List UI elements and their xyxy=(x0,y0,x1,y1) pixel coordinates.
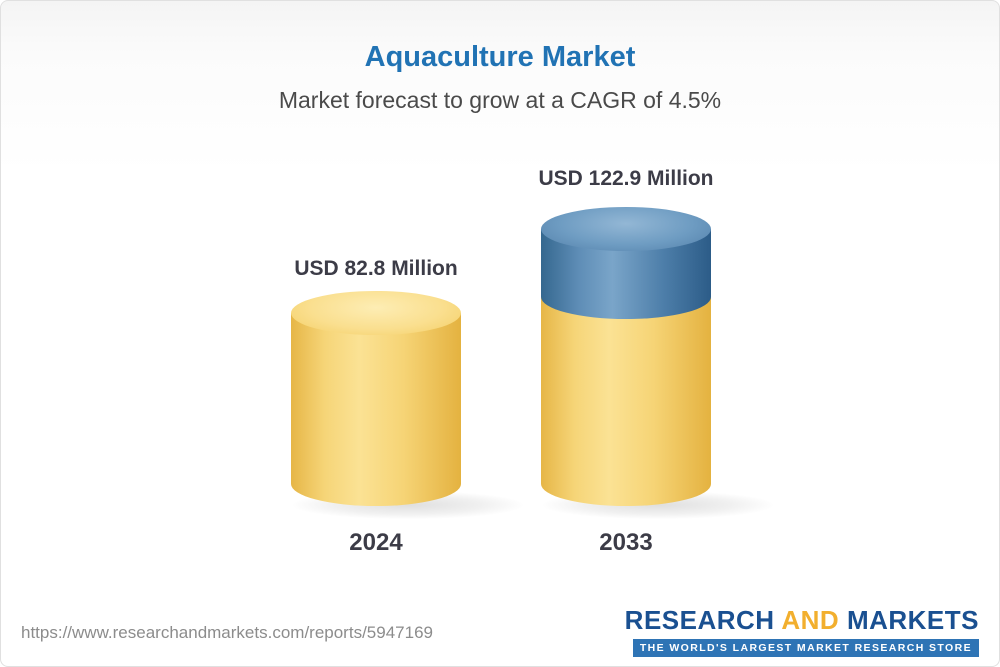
logo-word-markets: MARKETS xyxy=(846,605,979,635)
bar-2033-value-label: USD 122.9 Million xyxy=(538,167,714,190)
bar-2024-category-label: 2024 xyxy=(349,529,403,556)
report-url-link[interactable]: https://www.researchandmarkets.com/repor… xyxy=(21,623,433,642)
logo-tagline: THE WORLD'S LARGEST MARKET RESEARCH STOR… xyxy=(632,639,979,657)
bar-2033-base-segment xyxy=(541,297,711,506)
bar-2024-cylinder-body xyxy=(291,313,461,506)
chart-subtitle: Market forecast to grow at a CAGR of 4.5… xyxy=(278,87,722,113)
logo-word-and: AND xyxy=(781,605,840,635)
chart-title: Aquaculture Market xyxy=(364,41,636,73)
bar-2024-value-label: USD 82.8 Million xyxy=(294,257,458,280)
logo-word-research: RESEARCH xyxy=(624,605,775,635)
bar-2033-category-label: 2033 xyxy=(599,529,653,556)
bar-2033-cylinder-top xyxy=(541,207,711,251)
logo-wordmark: RESEARCH AND MARKETS xyxy=(625,605,979,636)
research-and-markets-logo: RESEARCH AND MARKETS THE WORLD'S LARGEST… xyxy=(625,605,979,657)
bar-2024-cylinder-top xyxy=(291,291,461,335)
